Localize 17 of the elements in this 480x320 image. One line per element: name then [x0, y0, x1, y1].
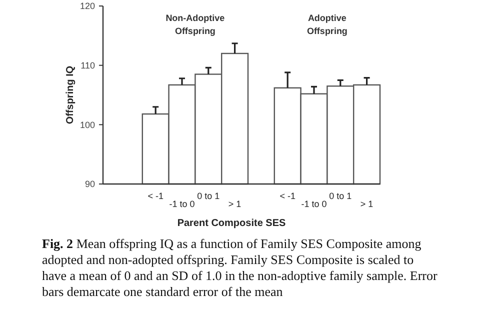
y-tick-label: 100 — [80, 120, 95, 130]
y-axis-title: Offspring IQ — [65, 66, 76, 124]
annotation: Non-Adoptive Offspring — [166, 13, 225, 36]
x-tick-label: -1 to 0 — [301, 199, 327, 209]
x-tick-label: < -1 — [280, 191, 296, 201]
x-tick-label: > 1 — [360, 199, 374, 209]
x-tick-label: < -1 — [148, 191, 164, 201]
x-tick-label: -1 to 0 — [169, 199, 195, 209]
y-tick-label: 90 — [84, 179, 95, 190]
x-tick-label: 0 to 1 — [329, 191, 352, 201]
y-tick-label: 110 — [80, 60, 95, 70]
y-tick-label: 120 — [80, 1, 95, 12]
x-tick-label: 0 to 1 — [197, 191, 220, 201]
caption: Fig. 2 Mean offspring IQ as a function of Family SES Composite among adopted and non-adopted offspring. Family SES Composite is scaled to have a mean of 0 and an SD of 1.0 in the non-adoptive family sample. Error bars demarcate one standard error of the mean — [42, 236, 438, 299]
x-axis-title: Parent Composite SES — [177, 218, 286, 229]
annotation: Adoptive Offspring — [306, 13, 348, 36]
x-tick-label: > 1 — [228, 199, 242, 209]
